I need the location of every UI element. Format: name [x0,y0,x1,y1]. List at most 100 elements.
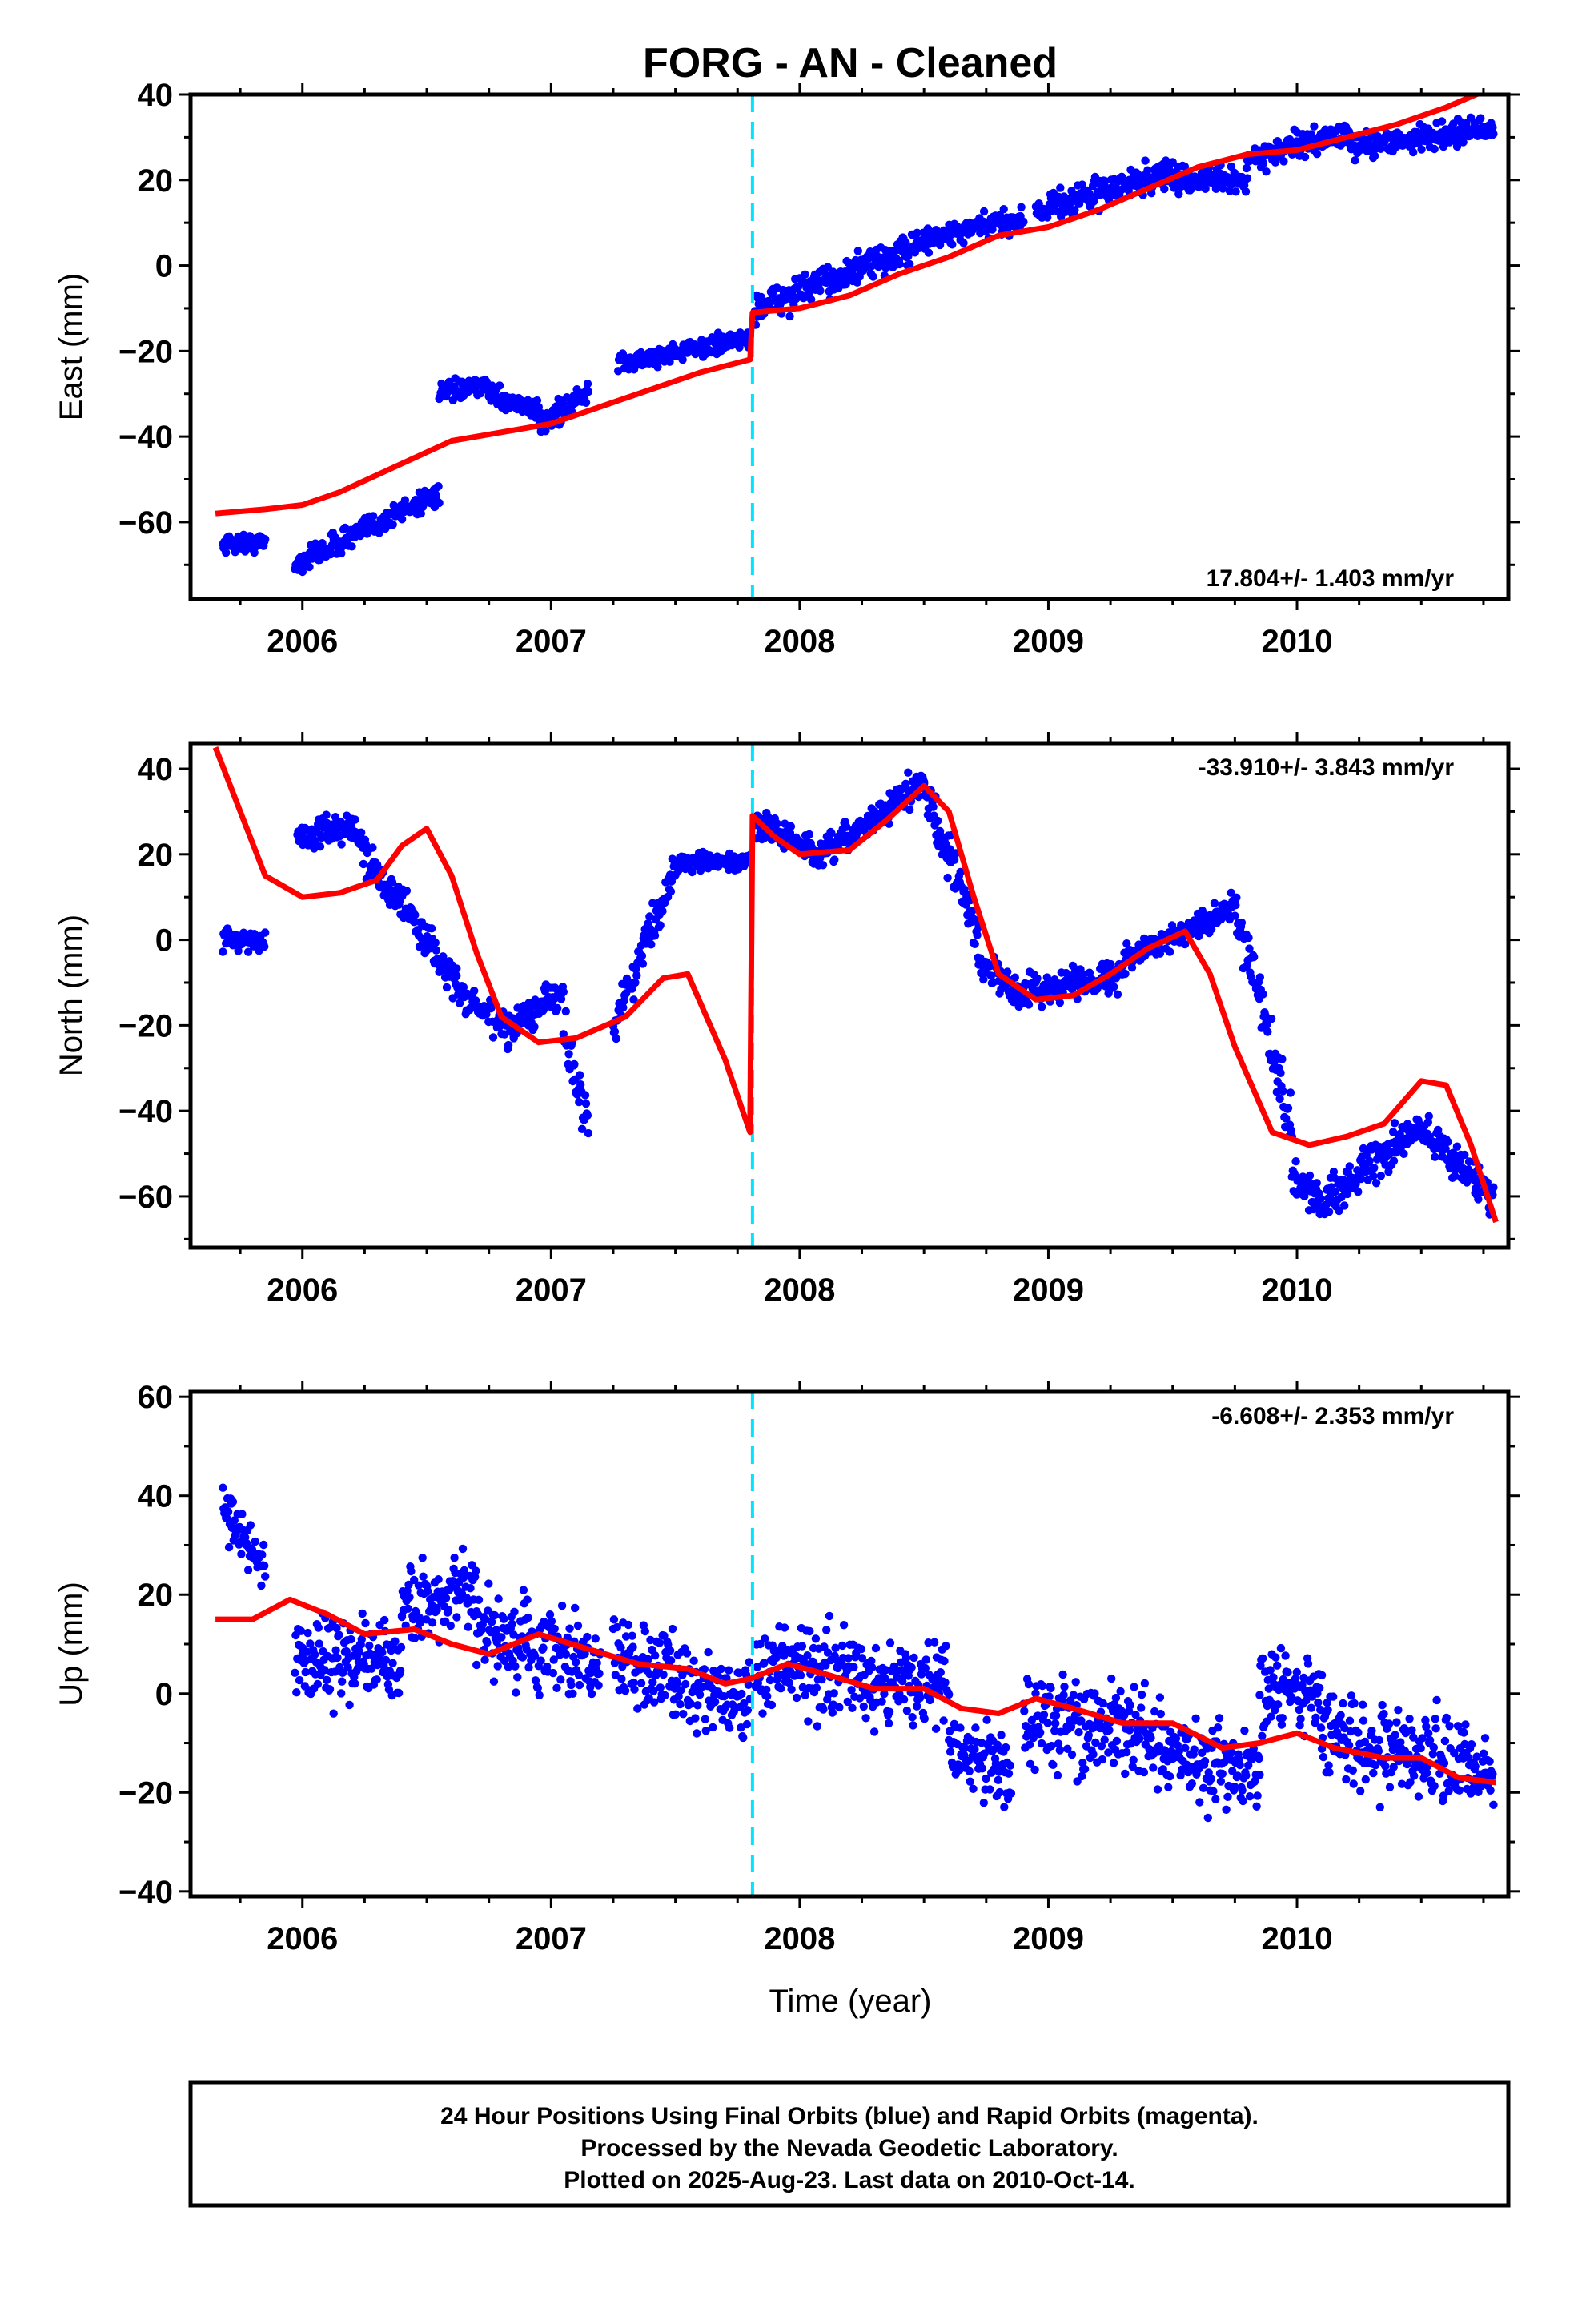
data-point [1180,162,1190,171]
data-point [397,515,407,524]
data-point [978,1764,987,1773]
data-point [1010,973,1020,982]
data-point [1130,1683,1138,1691]
data-point [594,1681,603,1690]
data-point [638,959,648,968]
data-point [1070,206,1079,215]
data-point [942,1642,950,1651]
data-point [452,1613,461,1622]
data-point [1121,969,1130,979]
data-point [869,272,877,281]
data-point [335,1630,343,1639]
data-point [1489,1800,1498,1809]
data-point [1379,1709,1388,1719]
data-point [1292,1667,1302,1677]
data-point [427,924,436,933]
data-point [853,247,863,255]
data-point [237,1550,246,1558]
data-point [419,1572,428,1581]
data-point [1039,1711,1049,1719]
data-point [1259,159,1268,168]
data-point [823,263,833,271]
data-point [743,1706,753,1715]
data-point [1252,1802,1261,1811]
data-point [650,931,660,940]
data-point [656,1683,665,1692]
data-point [418,1554,427,1562]
data-point [581,398,591,407]
x-tick-label: 2007 [516,1273,587,1308]
y-tick-label: −60 [118,505,173,541]
data-point [619,1003,628,1012]
data-point [867,1656,876,1666]
data-point [1209,1787,1218,1795]
data-point [950,855,959,865]
data-point [261,535,270,544]
data-point [541,427,550,436]
data-point [991,1759,1001,1768]
data-point [1423,1768,1431,1778]
data-point [1171,1734,1181,1743]
data-point [930,1638,939,1647]
data-point [547,1617,556,1626]
data-point [1227,1748,1236,1757]
data-point [1113,990,1122,999]
data-point [410,1634,420,1642]
data-point [357,828,366,837]
data-point [1405,1715,1414,1723]
data-point [1378,1700,1387,1710]
data-point [1431,1152,1439,1161]
y-tick-label: 60 [138,1380,174,1415]
data-point [979,1799,989,1807]
data-point [592,1659,601,1667]
data-point [347,542,356,551]
data-point [1287,1126,1296,1135]
data-point [571,1603,580,1613]
data-point [222,548,231,557]
data-point [1370,151,1379,160]
data-point [1227,888,1235,898]
data-point [827,829,836,838]
data-point [261,928,270,937]
data-point [633,1704,642,1713]
velocity-label: -33.910+/- 3.843 mm/yr [1199,754,1455,781]
data-point [1098,1755,1107,1764]
data-point [1312,150,1322,159]
data-point [1275,1094,1284,1104]
data-point [1210,899,1219,908]
data-point [1441,1144,1450,1153]
data-point [1367,1727,1376,1735]
y-tick-label: 40 [138,1479,174,1514]
data-point [1476,114,1485,123]
data-point [1488,123,1497,132]
data-point [368,843,377,852]
data-point [1085,968,1094,977]
data-point [567,1680,576,1690]
x-tick-label: 2007 [516,624,587,659]
data-point [1273,1661,1282,1670]
data-point [1230,1783,1239,1791]
data-point [539,1643,548,1652]
data-point [1267,1712,1275,1721]
data-point [877,1697,886,1706]
data-point [1207,925,1216,934]
data-point [295,1675,304,1685]
data-point [490,1610,500,1620]
x-tick-label: 2009 [1013,1273,1084,1308]
data-point [494,1594,503,1603]
data-point [446,1621,455,1630]
y-axis-label: North (mm) [54,915,89,1076]
data-point [431,939,440,947]
data-point [535,1691,544,1699]
data-point [1166,1772,1174,1781]
data-point [396,1667,405,1675]
data-point [839,1621,849,1630]
data-point [483,1638,492,1647]
data-point [1444,1787,1453,1795]
data-point [632,971,641,980]
data-points [219,113,1498,577]
data-point [1354,1728,1363,1737]
x-tick-label: 2006 [267,624,338,659]
data-point [495,381,504,390]
data-point [817,1675,826,1684]
